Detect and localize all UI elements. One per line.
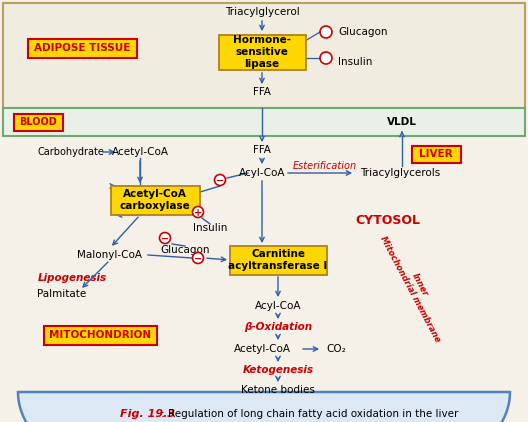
Text: Insulin: Insulin (193, 223, 227, 233)
FancyBboxPatch shape (27, 38, 137, 57)
Text: CO₂: CO₂ (326, 344, 346, 354)
Text: Insulin: Insulin (338, 57, 372, 67)
Text: BLOOD: BLOOD (19, 117, 57, 127)
FancyBboxPatch shape (219, 35, 306, 70)
Text: Inner
Mitochondrial membrane: Inner Mitochondrial membrane (379, 230, 451, 344)
FancyBboxPatch shape (230, 246, 326, 274)
Text: Ketogenesis: Ketogenesis (242, 365, 314, 375)
Text: Glucagon: Glucagon (161, 245, 210, 255)
Text: Lipogenesis: Lipogenesis (37, 273, 107, 283)
Text: Hormone-
sensitive
lipase: Hormone- sensitive lipase (233, 35, 291, 69)
Circle shape (320, 52, 332, 64)
Text: Carnitine
acyltransferase I: Carnitine acyltransferase I (229, 249, 328, 271)
FancyBboxPatch shape (411, 146, 460, 162)
Text: Malonyl-CoA: Malonyl-CoA (78, 250, 143, 260)
Bar (3, 108, 525, 136)
Text: Palmitate: Palmitate (37, 289, 87, 299)
Text: Fig. 19.3: Fig. 19.3 (120, 409, 175, 419)
Text: −: − (161, 233, 169, 243)
Circle shape (159, 233, 171, 243)
Text: : Regulation of long chain fatty acid oxidation in the liver: : Regulation of long chain fatty acid ox… (158, 409, 458, 419)
Text: β-Oxidation: β-Oxidation (244, 322, 312, 332)
Text: +: + (194, 208, 202, 217)
Text: FFA: FFA (253, 87, 271, 97)
Polygon shape (18, 392, 510, 422)
FancyBboxPatch shape (14, 114, 62, 130)
Circle shape (214, 175, 225, 186)
Text: −: − (194, 254, 202, 263)
Text: Ketone bodies: Ketone bodies (241, 385, 315, 395)
FancyBboxPatch shape (43, 325, 156, 344)
Circle shape (193, 206, 203, 217)
Circle shape (320, 26, 332, 38)
Text: LIVER: LIVER (419, 149, 453, 159)
Text: CYTOSOL: CYTOSOL (355, 214, 420, 227)
Text: VLDL: VLDL (387, 117, 417, 127)
Text: Acyl-CoA: Acyl-CoA (254, 301, 301, 311)
Bar (3, 3, 525, 108)
Text: Acyl-CoA: Acyl-CoA (239, 168, 285, 178)
Text: MITOCHONDRION: MITOCHONDRION (49, 330, 151, 340)
Text: Acetyl-CoA: Acetyl-CoA (111, 147, 168, 157)
Text: Acetyl-CoA
carboxylase: Acetyl-CoA carboxylase (120, 189, 191, 211)
Text: Triacylglycerol: Triacylglycerol (224, 7, 299, 17)
Text: Glucagon: Glucagon (338, 27, 388, 37)
Text: Carbohydrate: Carbohydrate (38, 147, 105, 157)
Text: FFA: FFA (253, 145, 271, 155)
Text: Esterification: Esterification (293, 161, 357, 171)
Text: Triacylglycerols: Triacylglycerols (360, 168, 440, 178)
Text: ADIPOSE TISSUE: ADIPOSE TISSUE (34, 43, 130, 53)
Text: Acetyl-CoA: Acetyl-CoA (233, 344, 290, 354)
Text: −: − (216, 176, 224, 186)
FancyBboxPatch shape (110, 186, 200, 214)
Circle shape (193, 252, 203, 263)
